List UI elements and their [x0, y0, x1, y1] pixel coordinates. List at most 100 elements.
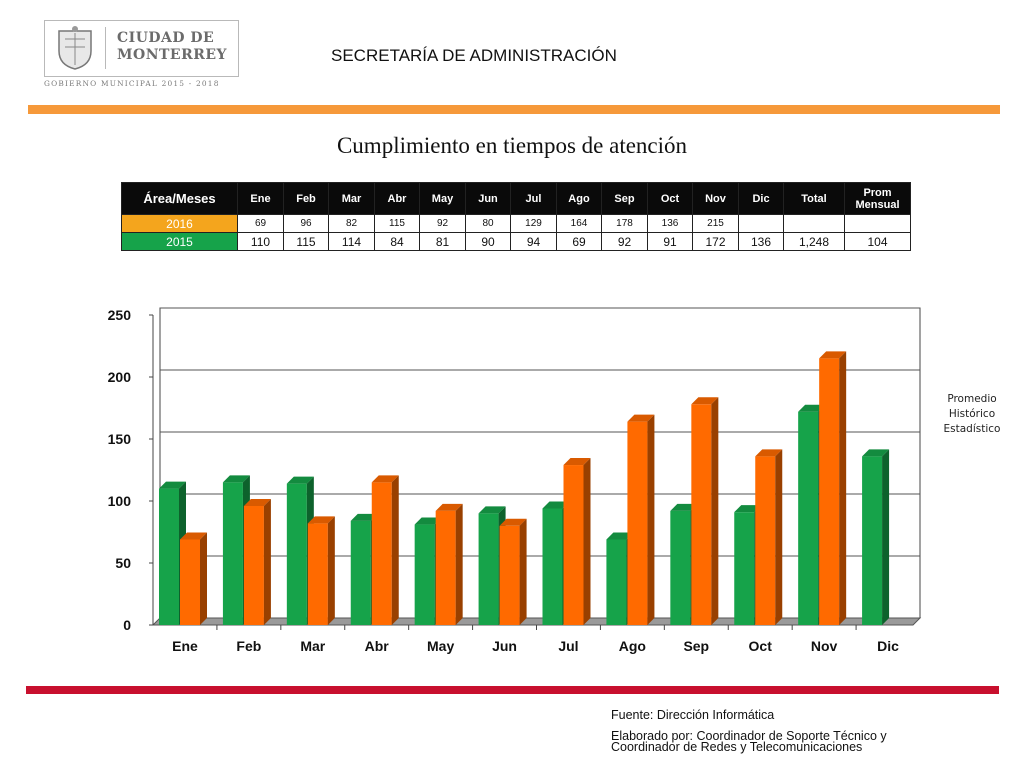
bar-2016 — [755, 456, 776, 625]
bar-top-2015 — [222, 475, 250, 483]
logo-wordmark: CIUDAD DE MONTERREY — [117, 30, 227, 64]
bar-top-2016 — [627, 414, 655, 422]
bar-top-2016 — [499, 518, 527, 526]
bar-chart: 0 50 100 150 200 250 Ene Feb Mar Abr May Jun Jul Ago S… — [108, 307, 922, 654]
table-cell: 82 — [328, 214, 375, 233]
column-header: Oct — [647, 182, 693, 215]
bar-2016 — [691, 404, 712, 625]
side-note-line: Promedio — [947, 393, 997, 405]
table-cell: 80 — [465, 214, 511, 233]
bar-top-2016 — [307, 516, 335, 524]
bar-2016 — [371, 482, 392, 625]
bar-2015 — [414, 524, 435, 625]
elaborated-note-line1: Elaborado por: Coordinador de Soporte Té… — [611, 729, 887, 743]
table-cell — [844, 214, 911, 233]
column-header: Feb — [283, 182, 329, 215]
column-header-prom: Prom Mensual — [844, 182, 911, 215]
table-cell: 69 — [237, 214, 284, 233]
column-header: Sep — [601, 182, 648, 215]
table-cell — [783, 214, 845, 233]
bar-top-2016 — [563, 458, 591, 466]
column-header: Jun — [465, 182, 511, 215]
table-cell: 114 — [328, 232, 375, 251]
bar-top-2015 — [670, 503, 698, 511]
city-seal-icon — [58, 26, 92, 70]
column-header: Nov — [692, 182, 739, 215]
bar-side-2016 — [775, 449, 783, 625]
table-cell: 81 — [419, 232, 466, 251]
bar-top-2015 — [350, 513, 378, 521]
y-tick-label: 100 — [108, 493, 132, 509]
bar-2015 — [798, 411, 819, 625]
table-cell: 129 — [510, 214, 557, 233]
side-note: Promedio Histórico Estadístico — [936, 392, 1008, 437]
table-cell: 84 — [374, 232, 420, 251]
x-tick-label: Jun — [492, 638, 517, 654]
bar-top-2015 — [414, 517, 442, 525]
bar-top-2016 — [755, 449, 783, 457]
bar-side-2016 — [455, 503, 463, 625]
city-logo: CIUDAD DE MONTERREY — [44, 20, 239, 77]
x-tick-label: Dic — [877, 638, 899, 654]
bar-2015 — [734, 512, 755, 625]
table-cell: 90 — [465, 232, 511, 251]
table-cell: 104 — [844, 232, 911, 251]
side-note-line: Histórico — [948, 408, 996, 420]
y-tick-label: 0 — [123, 617, 131, 633]
table-cell: 164 — [556, 214, 602, 233]
bar-side-2016 — [519, 518, 527, 625]
x-tick-label: Feb — [236, 638, 261, 654]
bar-2015 — [222, 482, 243, 625]
y-tick-label: 50 — [115, 555, 131, 571]
y-tick-label: 150 — [108, 431, 132, 447]
bar-side-2016 — [391, 475, 399, 625]
x-tick-label: Nov — [811, 638, 838, 654]
table-cell: 215 — [692, 214, 739, 233]
table-cell: 96 — [283, 214, 329, 233]
source-note: Fuente: Dirección Informática — [611, 708, 775, 722]
table-cell: 92 — [601, 232, 648, 251]
x-tick-label: Oct — [749, 638, 773, 654]
table-cell: 69 — [556, 232, 602, 251]
bar-top-2015 — [542, 501, 570, 509]
bar-top-2016 — [819, 351, 847, 359]
logo-line2: MONTERREY — [117, 47, 228, 63]
bar-top-2015 — [159, 481, 186, 489]
x-tick-label: Mar — [300, 638, 325, 654]
table-cell: 92 — [419, 214, 466, 233]
bar-top-2015 — [478, 506, 506, 514]
table-row-2015: 2015 110 115 114 84 81 90 94 69 92 91 17… — [121, 232, 911, 251]
table-cell: 115 — [283, 232, 329, 251]
bar-top-2015 — [606, 532, 634, 540]
table-cell: 136 — [647, 214, 693, 233]
x-tick-label: May — [427, 638, 454, 654]
table-header-row: Área/Meses Ene Feb Mar Abr May Jun Jul A… — [121, 182, 911, 215]
bar-2016 — [243, 505, 264, 625]
table-cell: 136 — [738, 232, 784, 251]
column-header-total: Total — [783, 182, 845, 215]
bar-2016 — [435, 510, 456, 625]
bar-side-2016 — [263, 498, 271, 625]
bar-side-2016 — [839, 351, 847, 625]
bar-side-2016 — [647, 414, 655, 625]
row-label: 2016 — [121, 214, 238, 233]
table-corner-header: Área/Meses — [121, 182, 238, 215]
logo-divider — [105, 27, 106, 69]
table-cell — [738, 214, 784, 233]
bar-top-2015 — [862, 449, 890, 457]
x-tick-label: Ago — [619, 638, 646, 654]
x-tick-label: Jul — [558, 638, 578, 654]
chart-floor — [151, 617, 922, 626]
plot-area — [159, 307, 921, 619]
bar-2015 — [286, 483, 307, 625]
column-header: Ago — [556, 182, 602, 215]
bar-2015 — [478, 513, 499, 625]
bar-2016 — [180, 539, 200, 625]
table-cell: 1,248 — [783, 232, 845, 251]
bar-2016 — [819, 358, 840, 625]
bar-2015 — [350, 520, 371, 625]
bar-side-2015 — [882, 449, 890, 625]
column-header: Dic — [738, 182, 784, 215]
bar-top-2015 — [734, 505, 762, 513]
bar-2015 — [670, 510, 691, 625]
